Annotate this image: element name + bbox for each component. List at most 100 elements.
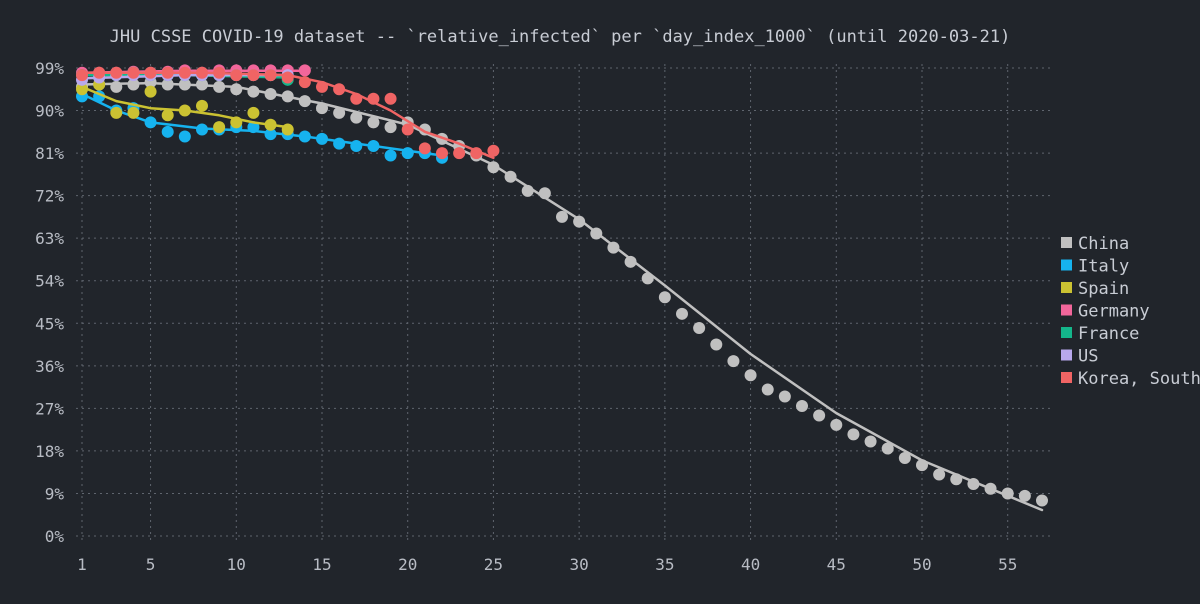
- data-point-korea-south: [418, 142, 431, 155]
- legend-swatch-spain: [1061, 282, 1072, 293]
- data-point-china: [161, 78, 174, 91]
- y-tick-label: 54%: [35, 272, 64, 291]
- data-point-china: [230, 83, 243, 96]
- data-point-china: [813, 409, 826, 422]
- data-point-china: [333, 106, 346, 119]
- data-point-korea-south: [281, 71, 294, 84]
- data-point-china: [110, 80, 123, 93]
- legend-swatch-korea-south: [1061, 372, 1072, 383]
- data-point-italy: [144, 116, 157, 129]
- data-point-korea-south: [436, 147, 448, 160]
- grid: [76, 64, 1054, 544]
- x-tick-label: 20: [398, 555, 417, 574]
- data-point-italy: [196, 123, 208, 136]
- data-point-china: [247, 85, 260, 98]
- data-point-china: [967, 478, 980, 490]
- data-point-korea-south: [247, 69, 260, 82]
- legend-swatch-china: [1061, 237, 1072, 248]
- data-point-korea-south: [333, 83, 346, 96]
- data-point-china: [350, 111, 363, 124]
- y-tick-label: 36%: [35, 357, 64, 376]
- data-point-china: [847, 428, 860, 441]
- data-point-italy: [247, 121, 260, 134]
- series-korea-south: [76, 66, 500, 160]
- series-layer: [76, 64, 1048, 512]
- data-point-spain: [196, 99, 208, 112]
- data-point-china: [761, 383, 774, 396]
- y-tick-label: 90%: [35, 102, 64, 121]
- legend-label-korea-south: Korea, South: [1078, 369, 1200, 389]
- data-point-spain: [161, 109, 174, 122]
- legend-swatch-france: [1061, 327, 1072, 338]
- y-tick-label: 81%: [35, 144, 64, 163]
- data-point-china: [898, 452, 911, 464]
- data-point-korea-south: [76, 69, 88, 82]
- x-tick-label: 55: [998, 555, 1017, 574]
- x-tick-label: 25: [484, 555, 503, 574]
- data-point-china: [658, 291, 671, 304]
- data-point-spain: [144, 85, 157, 98]
- data-point-spain: [110, 106, 123, 119]
- y-tick-label: 27%: [35, 399, 64, 418]
- legend-label-italy: Italy: [1078, 257, 1129, 277]
- data-point-italy: [401, 147, 414, 160]
- data-point-china: [881, 442, 894, 455]
- data-point-china: [316, 102, 328, 115]
- data-point-china: [607, 241, 620, 254]
- data-point-china: [590, 227, 603, 240]
- data-point-china: [538, 187, 551, 200]
- x-tick-label: 35: [655, 555, 674, 574]
- data-point-china: [933, 468, 946, 481]
- data-point-korea-south: [453, 147, 466, 160]
- data-point-korea-south: [401, 123, 414, 136]
- data-point-korea-south: [93, 66, 106, 79]
- x-tick-label: 5: [146, 555, 156, 574]
- legend-label-us: US: [1078, 347, 1098, 367]
- data-point-korea-south: [264, 69, 277, 82]
- legend-swatch-germany: [1061, 304, 1072, 316]
- x-tick-label: 10: [227, 555, 246, 574]
- data-point-korea-south: [298, 76, 311, 89]
- legend-swatch-italy: [1061, 259, 1072, 271]
- data-point-china: [641, 272, 654, 285]
- legend-label-spain: Spain: [1078, 279, 1129, 299]
- data-point-korea-south: [230, 69, 243, 82]
- series-spain: [76, 78, 294, 136]
- data-point-italy: [298, 130, 311, 143]
- y-tick-label: 99%: [35, 59, 64, 78]
- data-point-china: [710, 338, 723, 351]
- data-point-china: [196, 78, 208, 91]
- data-point-china: [676, 307, 688, 320]
- data-point-china: [504, 170, 517, 183]
- data-point-spain: [247, 106, 260, 119]
- data-point-italy: [161, 125, 174, 138]
- legend-label-france: France: [1078, 324, 1139, 344]
- data-point-italy: [264, 128, 277, 141]
- data-point-china: [487, 161, 500, 174]
- fit-line-china: [80, 81, 1044, 512]
- data-point-italy: [384, 149, 397, 162]
- data-point-china: [830, 418, 843, 431]
- data-point-italy: [350, 140, 363, 152]
- data-point-china: [178, 78, 191, 91]
- data-point-italy: [316, 132, 328, 145]
- data-point-china: [693, 322, 706, 334]
- legend-label-china: China: [1078, 234, 1129, 254]
- data-point-china: [213, 80, 226, 93]
- data-point-korea-south: [110, 66, 123, 79]
- axis-ticks: 0%9%18%27%36%45%54%63%72%81%90%99%1 5 10 15…: [35, 59, 1017, 574]
- series-china: [76, 76, 1048, 512]
- x-tick-label: 1: [77, 555, 87, 574]
- data-point-china: [984, 482, 997, 495]
- x-tick-label: 15: [312, 555, 331, 574]
- data-point-spain: [127, 106, 140, 119]
- x-tick-label: 40: [741, 555, 760, 574]
- data-point-korea-south: [384, 92, 397, 105]
- chart-title: JHU CSSE COVID-19 dataset -- `relative_i…: [110, 27, 1011, 47]
- data-point-china: [298, 95, 311, 108]
- data-point-italy: [178, 130, 191, 143]
- data-point-china: [916, 459, 928, 472]
- data-point-china: [1036, 494, 1048, 507]
- data-point-italy: [333, 137, 346, 150]
